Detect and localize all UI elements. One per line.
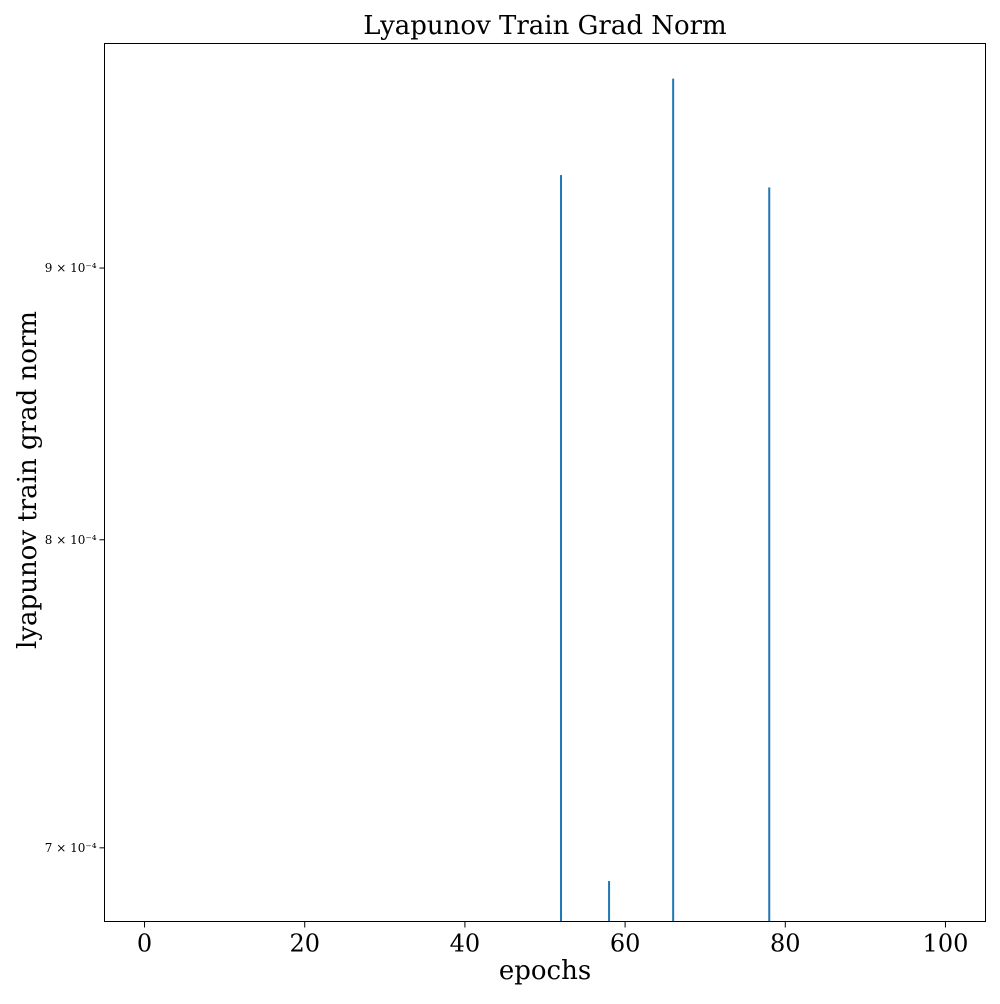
bar-epoch-78: [768, 187, 771, 922]
bar-epoch-52: [560, 175, 563, 922]
y-tick-label: 7 × 10⁻⁴: [45, 841, 97, 855]
bar-epoch-66: [672, 78, 675, 922]
chart-title: Lyapunov Train Grad Norm: [363, 11, 726, 41]
x-tick-label: 80: [770, 930, 801, 958]
y-ticks: 7 × 10⁻⁴ 8 × 10⁻⁴ 9 × 10⁻⁴: [45, 261, 105, 855]
bar-epoch-58: [608, 881, 611, 922]
x-tick-label: 60: [610, 930, 641, 958]
plot-frame: [104, 43, 986, 922]
x-axis-label: epochs: [499, 956, 591, 986]
x-tick-label: 40: [450, 930, 481, 958]
x-tick-label: 0: [137, 930, 152, 958]
x-tick-label: 20: [289, 930, 320, 958]
y-tick-label: 9 × 10⁻⁴: [45, 261, 97, 275]
y-tick-label: 8 × 10⁻⁴: [45, 533, 97, 547]
x-ticks: 0 20 40 60 80 100: [137, 921, 969, 958]
y-axis-label: lyapunov train grad norm: [13, 311, 43, 649]
x-tick-label: 100: [923, 930, 969, 958]
bars-layer: [560, 78, 771, 922]
